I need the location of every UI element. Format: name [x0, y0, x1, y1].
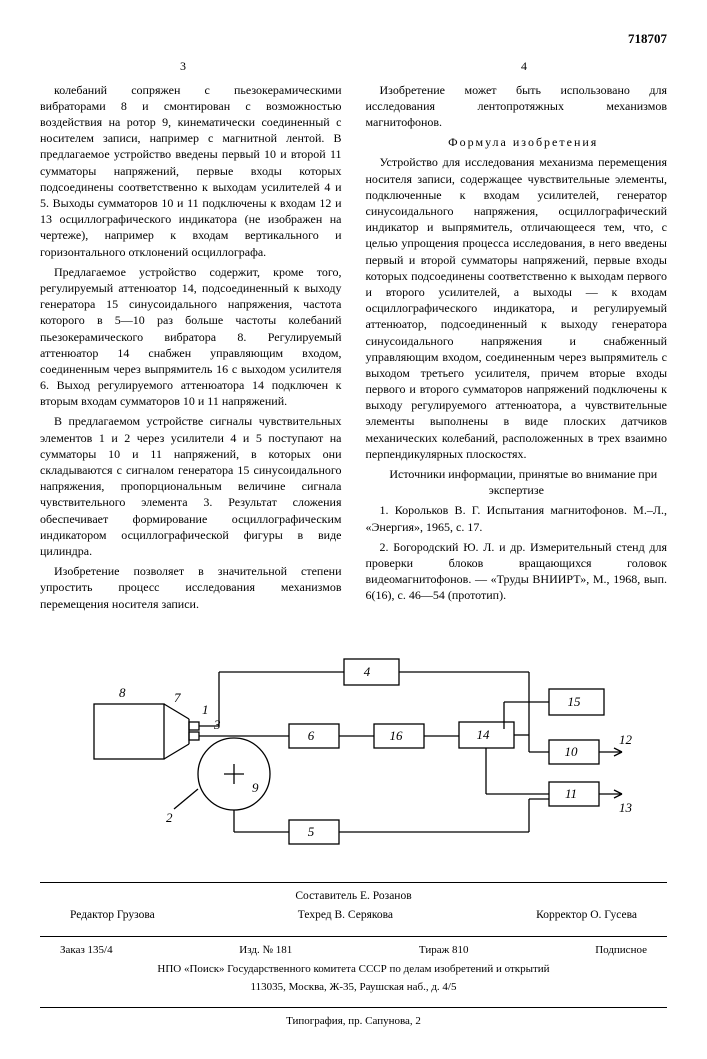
paragraph: Изобретение позволяет в значительной сте… — [40, 563, 342, 612]
page-num-right: 4 — [521, 58, 527, 74]
formula-title: Формула изобретения — [366, 134, 668, 150]
diagram-label: 12 — [619, 732, 633, 747]
paragraph: Изобретение может быть использовано для … — [366, 82, 668, 131]
footer-row: Заказ 135/4 Изд. № 181 Тираж 810 Подписн… — [40, 943, 667, 958]
paragraph: Предлагаемое устройство содержит, кроме … — [40, 264, 342, 410]
paragraph: 2. Богородский Ю. Л. и др. Измерительный… — [366, 539, 668, 604]
techred-credit: Техред В. Серякова — [298, 908, 393, 924]
diagram-label: 14 — [476, 727, 490, 742]
paragraph: колебаний сопряжен с пьезокерамическими … — [40, 82, 342, 260]
podpisnoe: Подписное — [595, 943, 647, 958]
tirazh: Тираж 810 — [419, 943, 469, 958]
diagram-label: 10 — [564, 744, 578, 759]
footer-typography: Типография, пр. Сапунова, 2 — [40, 1014, 667, 1029]
paragraph: Устройство для исследования механизма пе… — [366, 154, 668, 462]
diagram-label: 4 — [363, 664, 370, 679]
footer-addr: 113035, Москва, Ж-35, Раушская наб., д. … — [40, 980, 667, 995]
right-column: Изобретение может быть использовано для … — [366, 82, 668, 616]
patent-number: 718707 — [40, 30, 667, 48]
diagram-label: 7 — [174, 690, 181, 705]
diagram-label: 8 — [119, 685, 126, 700]
order-number: Заказ 135/4 — [60, 943, 113, 958]
sources-title: Источники информации, принятые во вниман… — [366, 466, 668, 498]
compiler-credit: Составитель Е. Розанов — [40, 889, 667, 905]
editor-credit: Редактор Грузова — [70, 908, 155, 924]
page-num-left: 3 — [180, 58, 186, 74]
diagram-label: 11 — [564, 786, 576, 801]
diagram-label: 5 — [307, 824, 314, 839]
left-column: колебаний сопряжен с пьезокерамическими … — [40, 82, 342, 616]
paragraph: В предлагаемом устройстве сигналы чувств… — [40, 413, 342, 559]
divider — [40, 882, 667, 883]
diagram-label: 1 — [202, 702, 209, 717]
diagram-label: 2 — [166, 810, 173, 825]
credits-row: Редактор Грузова Техред В. Серякова Корр… — [40, 908, 667, 924]
diagram-label: 9 — [252, 780, 259, 795]
paragraph: 1. Корольков В. Г. Испытания магнитофоно… — [366, 502, 668, 534]
diagram-label: 6 — [307, 728, 314, 743]
footer-org: НПО «Поиск» Государственного комитета СС… — [40, 962, 667, 977]
diagram-label: 15 — [567, 694, 581, 709]
diagram-label: 3 — [213, 717, 221, 732]
corrector-credit: Корректор О. Гусева — [536, 908, 637, 924]
divider — [40, 936, 667, 937]
divider — [40, 1007, 667, 1008]
text-columns: колебаний сопряжен с пьезокерамическими … — [40, 82, 667, 616]
diagram-label: 16 — [389, 728, 403, 743]
diagram-label: 13 — [619, 800, 633, 815]
edition-number: Изд. № 181 — [239, 943, 292, 958]
circuit-diagram: 8 7 1 3 2 9 4 6 16 14 15 10 11 5 12 13 — [74, 634, 634, 864]
